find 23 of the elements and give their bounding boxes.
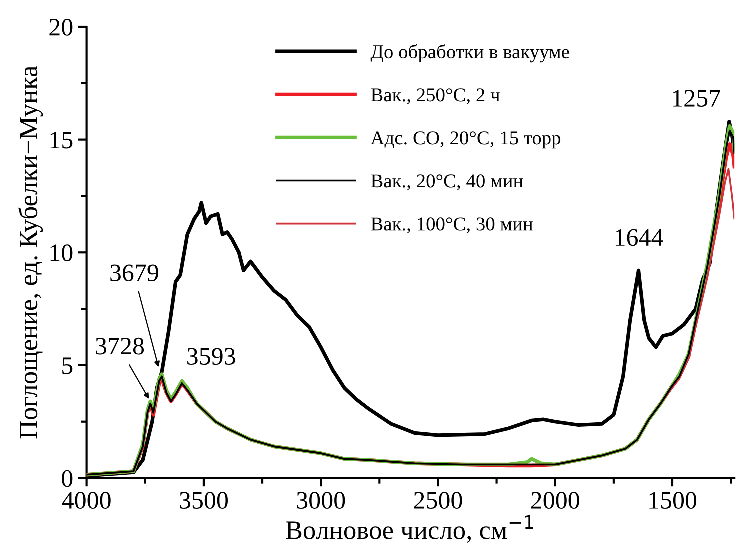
- x-tick-label: 2000: [531, 492, 580, 510]
- x-axis-title: Волновое число, см$^{−1}$: [286, 516, 534, 544]
- annotation: 1257: [673, 90, 720, 107]
- legend-label: Вак., 100°C, 30 мин: [371, 218, 533, 234]
- legend-label: Вак., 250°C, 2 ч: [371, 88, 500, 104]
- x-tick-label: 3500: [180, 492, 228, 510]
- x-tick-label: 1500: [650, 492, 697, 510]
- legend-label: Адс. CO, 20°C, 15 торр: [370, 132, 561, 149]
- y-tick-label: 5: [62, 358, 73, 374]
- legend-label: До обработки в вакууме: [370, 44, 570, 63]
- x-tick-label: 2500: [414, 492, 462, 510]
- annotation: 3593: [188, 348, 236, 366]
- y-axis-title: Поглощение, ед. Кубелки−Мунка: [18, 66, 44, 439]
- annotation: 3679: [110, 264, 158, 282]
- y-tick-label: 0: [62, 470, 73, 488]
- legend-label: Вак., 20°C, 40 мин: [371, 174, 524, 191]
- y-tick-label: 15: [50, 132, 73, 149]
- y-tick-label: 10: [50, 244, 73, 262]
- annotation: 3728: [96, 338, 144, 355]
- annotation: 1644: [616, 229, 664, 246]
- x-tick-label: 3000: [297, 492, 346, 510]
- x-tick-label: 4000: [62, 492, 111, 510]
- y-tick-label: 20: [50, 19, 73, 36]
